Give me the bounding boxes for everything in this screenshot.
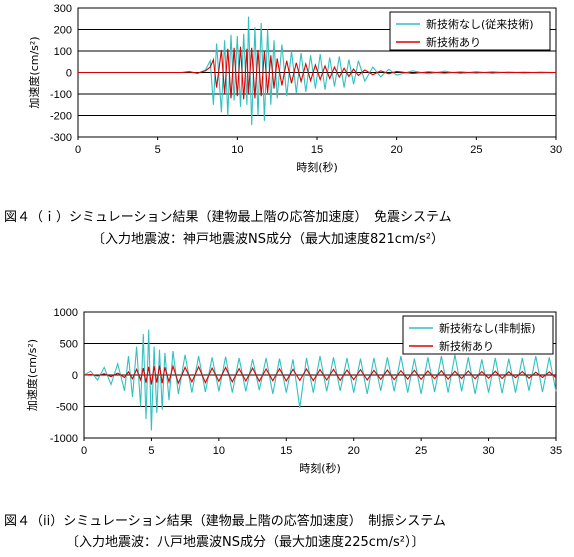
y-tick-label: 300 <box>54 3 72 15</box>
x-tick-label: 5 <box>148 445 154 457</box>
x-tick-label: 0 <box>81 445 87 457</box>
x-tick-label: 15 <box>280 445 292 457</box>
x-axis-label: 時刻(秒) <box>299 461 341 475</box>
y-tick-label: -100 <box>50 89 72 101</box>
x-tick-label: 10 <box>231 144 243 156</box>
y-tick-label: -200 <box>50 111 72 123</box>
x-tick-label: 0 <box>75 144 81 156</box>
caption-1-line2: 〔入力地震波：神戸地震波NS成分（最大加速度821cm/s²） <box>92 232 444 247</box>
y-tick-label: 1000 <box>54 307 78 319</box>
y-tick-label: -300 <box>50 132 72 144</box>
y-axis-label: 加速度(cm/s²) <box>25 339 39 411</box>
y-tick-label: -500 <box>56 402 78 414</box>
x-tick-label: 30 <box>550 144 562 156</box>
caption-1-line1: 図４（ｉ）シミュレーション結果（建物最上階の応答加速度） 免震システム <box>4 210 452 225</box>
legend-label: 新技術あり <box>439 339 494 353</box>
x-tick-label: 25 <box>415 445 427 457</box>
caption-2-line2: 〔入力地震波：八戸地震波NS成分（最大加速度225cm/s²）〕 <box>66 535 425 550</box>
y-axis-label: 加速度(cm/s²) <box>27 36 41 108</box>
y-tick-label: 100 <box>54 46 72 58</box>
y-tick-label: 500 <box>60 339 78 351</box>
legend-label: 新技術あり <box>426 35 481 49</box>
x-tick-label: 10 <box>213 445 225 457</box>
x-tick-label: 15 <box>311 144 323 156</box>
y-tick-label: 0 <box>72 370 78 382</box>
x-axis-label: 時刻(秒) <box>296 160 338 174</box>
x-tick-label: 30 <box>482 445 494 457</box>
caption-2-line1: 図４（ii）シミュレーション結果（建物最上階の応答加速度） 制振システム <box>4 514 446 529</box>
x-tick-label: 20 <box>391 144 403 156</box>
y-tick-label: 200 <box>54 25 72 37</box>
legend-box <box>402 315 554 355</box>
x-tick-label: 20 <box>348 445 360 457</box>
legend-label: 新技術なし(従来技術) <box>426 17 534 31</box>
x-tick-label: 35 <box>550 445 562 457</box>
y-tick-label: 0 <box>66 68 72 80</box>
x-tick-label: 5 <box>155 144 161 156</box>
legend-label: 新技術なし(非制振) <box>439 321 536 335</box>
legend-box <box>389 11 551 51</box>
series-line-with-technology <box>78 46 557 100</box>
x-tick-label: 25 <box>470 144 482 156</box>
y-tick-label: -1000 <box>50 433 78 445</box>
series-line-with-technology <box>83 364 557 385</box>
series-line-without-technology <box>83 329 557 431</box>
